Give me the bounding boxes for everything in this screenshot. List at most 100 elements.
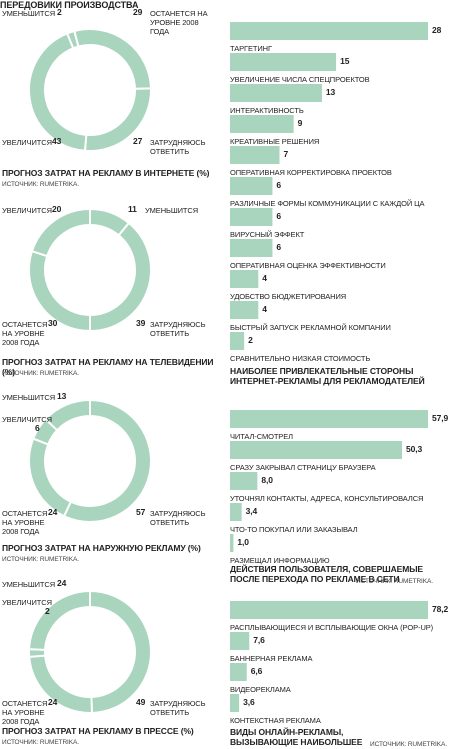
category-label: РАЗМЕЩАЛ ИНФОРМАЦИЮ: [230, 556, 330, 565]
value-label: 2: [248, 335, 253, 345]
bar: [230, 53, 337, 71]
value-label: 50,3: [406, 444, 423, 454]
category-label: ЧИТАЛ-СМОТРЕЛ: [230, 432, 293, 441]
value-label: 57,9: [432, 413, 449, 423]
bar: [230, 503, 242, 521]
value-label: 7: [283, 149, 289, 159]
donut-segment: [62, 398, 152, 523]
value-label: 4: [262, 304, 267, 314]
segment-value: 24: [57, 578, 67, 588]
segment-label: УМЕНЬШИТСЯ: [145, 206, 199, 215]
segment-value: 2: [57, 7, 62, 17]
category-label: КОНТЕКСТНАЯ РЕКЛАМА: [230, 716, 321, 725]
category-label: СРАВНИТЕЛЬНО НИЗКАЯ СТОИМОСТЬ: [230, 354, 371, 363]
value-label: 6: [276, 242, 282, 252]
chart-source: ИСТОЧНИК: RUMETRIKA.: [2, 181, 79, 188]
category-label: БЫСТРЫЙ ЗАПУСК РЕКЛАМНОЙ КОМПАНИИ: [230, 323, 391, 332]
segment-label: УМЕНЬШИТСЯ: [2, 580, 56, 589]
segment-value: 6: [35, 423, 40, 433]
bar: [230, 115, 294, 133]
chart-source: ИСТОЧНИК: RUMETRIKA.: [356, 578, 433, 585]
segment-value: 39: [136, 318, 146, 328]
bar: [230, 694, 240, 712]
category-label: ВИДЕОРЕКЛАМА: [230, 685, 291, 694]
bar: [230, 472, 258, 490]
bar: [230, 632, 250, 650]
chart-source: ИСТОЧНИК: RUMETRIKA.: [2, 556, 79, 563]
segment-value: 2: [45, 606, 50, 616]
chart-source: ИСТОЧНИК: RUMETRIKA.: [370, 741, 447, 748]
segment-label: УМЕНЬШИТСЯ: [2, 9, 56, 18]
donut-segment: [73, 28, 153, 90]
segment-value: 20: [52, 204, 62, 214]
category-label: ОПЕРАТИВНАЯ ОЦЕНКА ЭФФЕКТИВНОСТИ: [230, 261, 386, 270]
category-label: ТАРГЕТИНГ: [230, 44, 272, 53]
chart-title: НАИБОЛЕЕ ПРИВЛЕКАТЕЛЬНЫЕ СТОРОНЫ ИНТЕРНЕ…: [230, 366, 425, 386]
segment-label: УВЕЛИЧИТСЯ: [2, 138, 52, 147]
chart-source: ИСТОЧНИК: RUMETRIKA.: [2, 739, 79, 746]
category-label: РАЗЛИЧНЫЕ ФОРМЫ КОММУНИКАЦИИ С КАЖДОЙ ЦА: [230, 199, 425, 208]
segment-label: УМЕНЬШИТСЯ: [2, 393, 56, 402]
segment-label: ОСТАНЕТСЯ НА УРОВНЕ 2008 ГОДА: [2, 320, 48, 347]
bar: [230, 177, 273, 195]
bar: [230, 239, 273, 257]
chart-title: ПРОГНОЗ ЗАТРАТ НА РЕКЛАМУ НА ТЕЛЕВИДЕНИИ…: [2, 357, 214, 377]
value-label: 78,2: [432, 604, 449, 614]
segment-value: 24: [48, 507, 58, 517]
value-label: 1,0: [237, 537, 249, 547]
value-label: 7,6: [253, 635, 265, 645]
donut-segment: [44, 398, 91, 432]
segment-value: 27: [133, 136, 143, 146]
segment-label: ЗАТРУДНЯЮСЬ ОТВЕТИТЬ: [150, 138, 206, 156]
value-label: 15: [340, 56, 350, 66]
segment-label: УВЕЛИЧИТСЯ: [2, 415, 52, 424]
bar: [230, 534, 234, 552]
bar: [230, 332, 245, 350]
value-label: 8,0: [261, 475, 273, 485]
segment-value: 57: [136, 507, 146, 517]
donut-segment: [28, 589, 91, 651]
value-label: 9: [297, 118, 303, 128]
bar: [230, 84, 322, 102]
category-label: БАННЕРНАЯ РЕКЛАМА: [230, 654, 313, 663]
donut-segment: [89, 221, 152, 333]
segment-value: 30: [48, 318, 58, 328]
segment-value: 11: [128, 204, 137, 214]
value-label: 6,6: [250, 666, 263, 676]
chart-title: ПРОГНОЗ ЗАТРАТ НА РЕКЛАМУ В ИНТЕРНЕТЕ (%…: [2, 168, 210, 178]
category-label: ОПЕРАТИВНАЯ КОРРЕКТИРОВКА ПРОЕКТОВ: [230, 168, 392, 177]
segment-label: ЗАТРУДНЯЮСЬ ОТВЕТИТЬ: [150, 509, 206, 527]
donut-segment: [30, 207, 91, 258]
bar: [230, 146, 280, 164]
bar: [230, 441, 403, 459]
value-label: 3,4: [245, 506, 258, 516]
segment-value: 13: [57, 391, 67, 401]
bar: [230, 601, 428, 619]
bar: [230, 22, 428, 40]
segment-label: УВЕЛИЧИТСЯ: [2, 598, 52, 607]
category-label: РАСПЛЫВАЮЩИЕСЯ И ВСПЛЫВАЮЩИЕ ОКНА (POP-U…: [230, 623, 434, 632]
value-label: 6: [276, 211, 282, 221]
value-label: 28: [432, 25, 442, 35]
segment-value: 24: [48, 697, 58, 707]
page-header: ПЕРЕДОВИКИ ПРОИЗВОДСТВА: [0, 0, 139, 10]
bar: [230, 208, 273, 226]
value-label: 4: [262, 273, 267, 283]
category-label: ЧТО-ТО ПОКУПАЛ ИЛИ ЗАКАЗЫВАЛ: [230, 525, 358, 534]
value-label: 6: [276, 180, 282, 190]
bar: [230, 301, 259, 319]
category-label: ИНТЕРАКТИВНОСТЬ: [230, 106, 304, 115]
segment-label: ОСТАНЕТСЯ НА УРОВНЕ 2008 ГОДА: [2, 509, 48, 536]
category-label: УТОЧНЯЛ КОНТАКТЫ, АДРЕСА, КОНСУЛЬТИРОВАЛ…: [230, 494, 424, 503]
donut-segment: [89, 589, 152, 715]
bar: [230, 270, 259, 288]
chart-title: ПРОГНОЗ ЗАТРАТ НА РЕКЛАМУ В ПРЕССЕ (%): [2, 726, 194, 736]
category-label: ВИРУСНЫЙ ЭФФЕКТ: [230, 230, 305, 239]
chart-title: ДЕЙСТВИЯ ПОЛЬЗОВАТЕЛЯ, СОВЕРШАЕМЫЕ ПОСЛЕ…: [230, 564, 423, 584]
category-label: УВЕЛИЧЕНИЕ ЧИСЛА СПЕЦПРОЕКТОВ: [230, 75, 370, 84]
donut-segment: [28, 437, 73, 518]
value-label: 3,6: [243, 697, 255, 707]
category-label: КРЕАТИВНЫЕ РЕШЕНИЯ: [230, 137, 320, 146]
